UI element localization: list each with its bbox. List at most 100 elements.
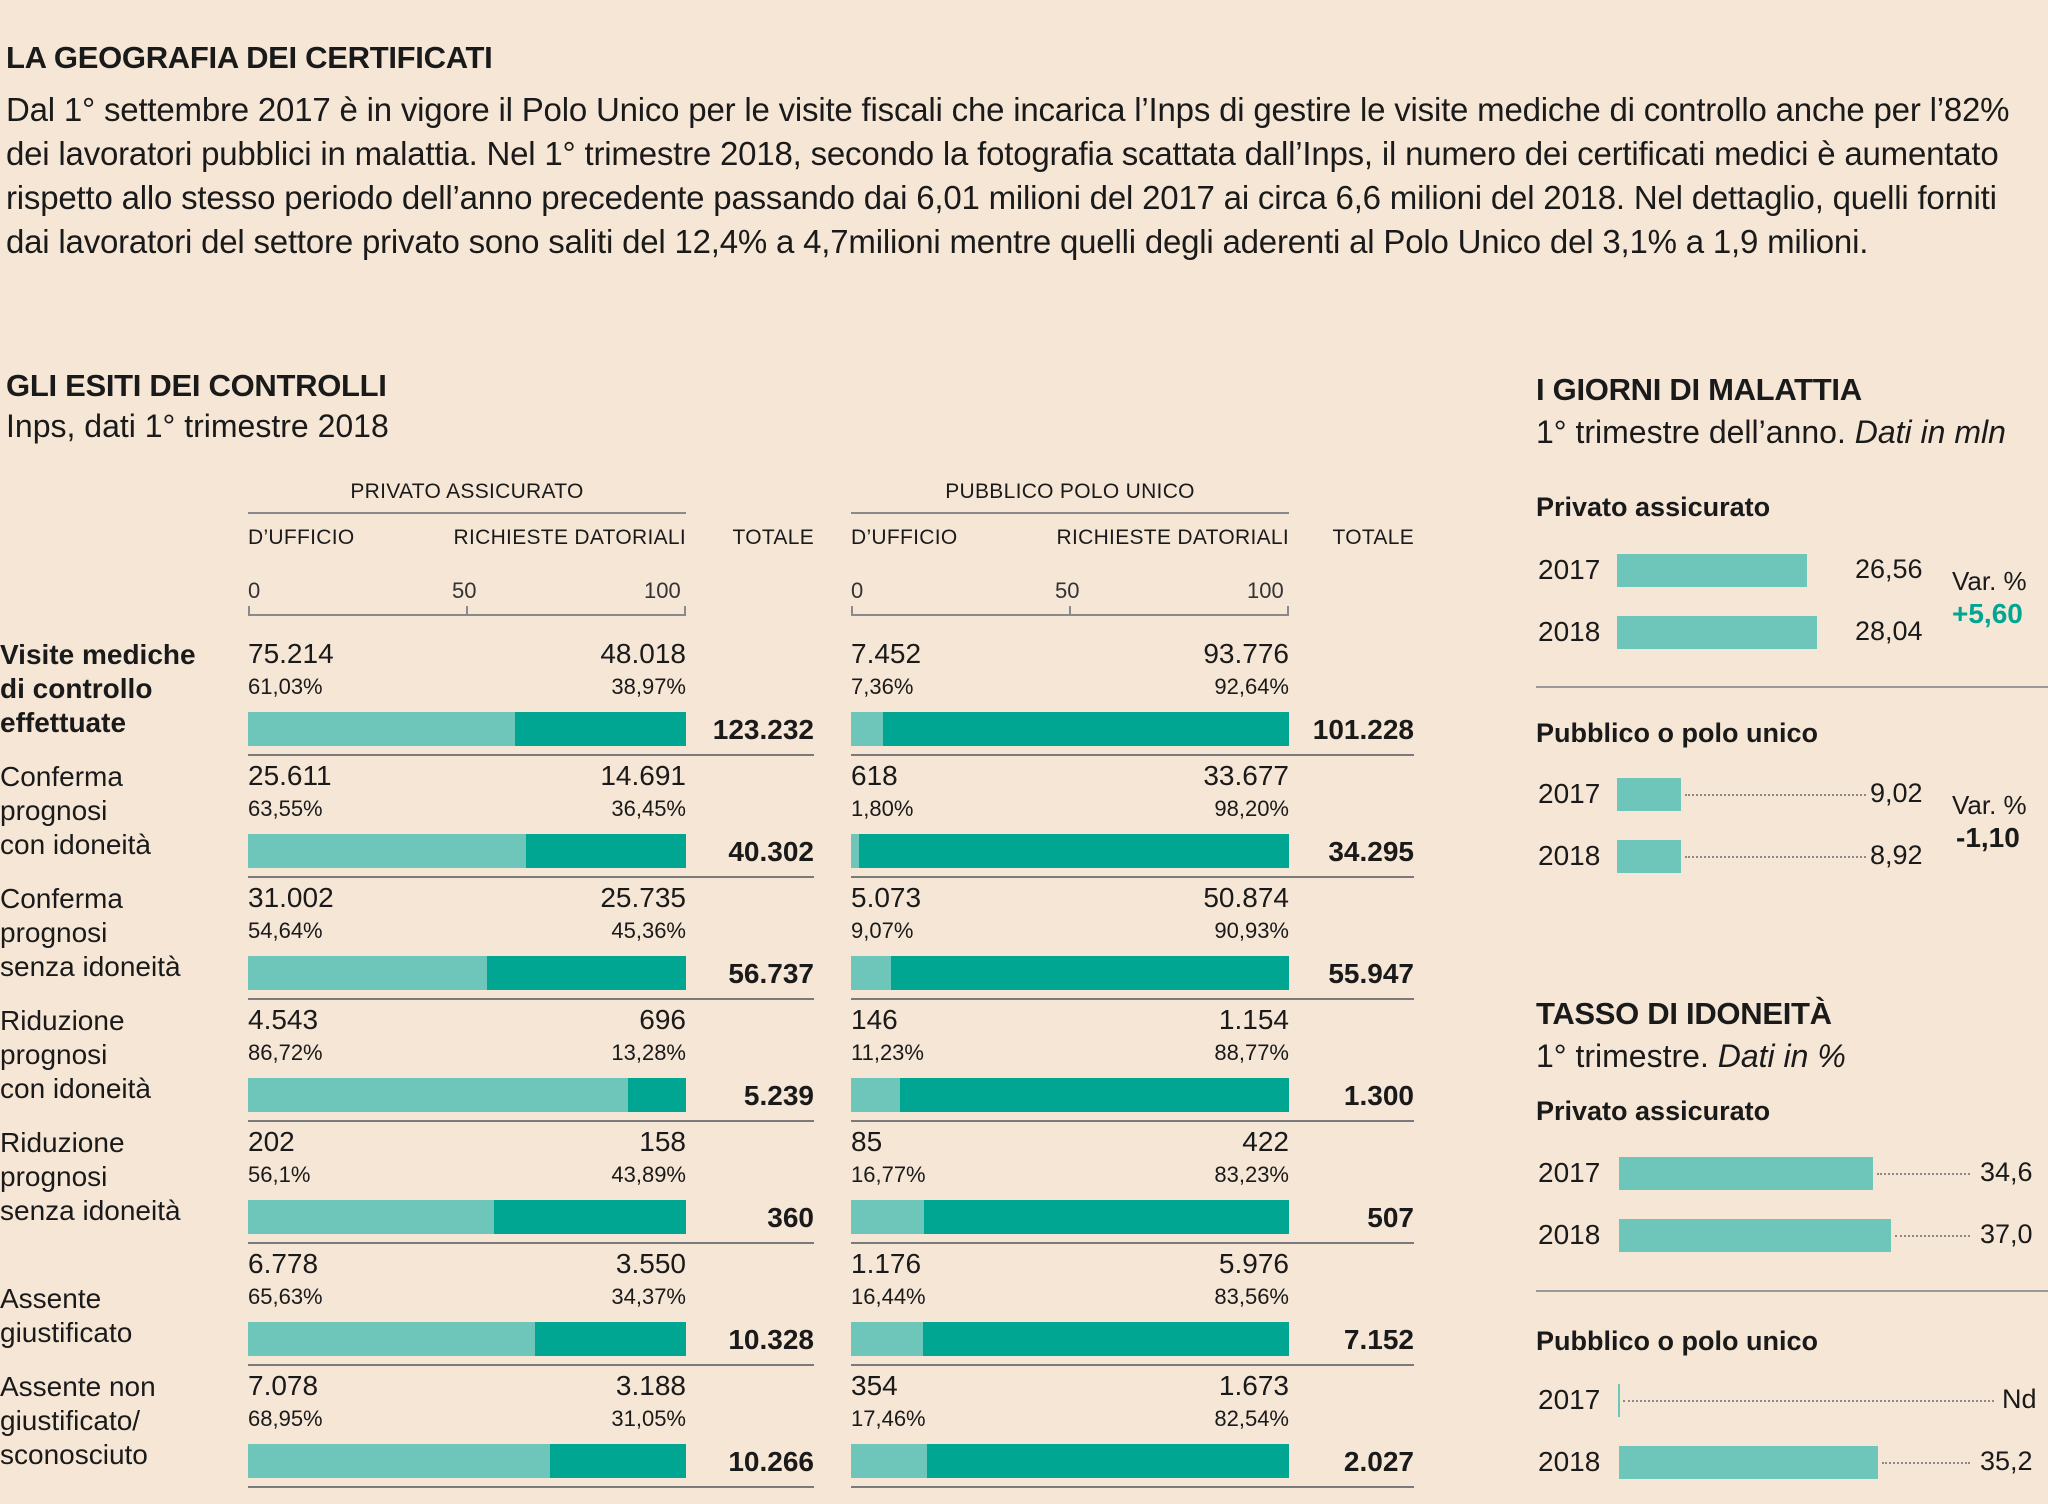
days-public-2017-leader — [1685, 794, 1866, 796]
public-office-pct: 1,80% — [851, 796, 914, 821]
private-tick-100: 100 — [644, 578, 681, 603]
days-private-var-label: Var. % — [1952, 566, 2027, 596]
private-office-bar — [248, 1322, 535, 1356]
public-header-rule — [851, 512, 1289, 514]
public-axis-tick-50 — [1069, 606, 1071, 616]
public-requests-pct: 98,20% — [1214, 796, 1289, 821]
private-office-bar — [248, 712, 515, 746]
idoneity-private-2018-bar — [1619, 1219, 1891, 1252]
private-requests-bar — [550, 1444, 686, 1478]
private-total-value: 56.737 — [728, 958, 814, 989]
days-public-label: Pubblico o polo unico — [1536, 718, 1818, 748]
public-requests-bar — [927, 1444, 1289, 1478]
private-total-value: 5.239 — [743, 1080, 814, 1111]
days-private-2018-value: 28,04 — [1855, 616, 1923, 646]
public-office-value: 146 — [851, 1004, 898, 1035]
private-requests-pct: 36,45% — [611, 796, 686, 821]
row-separator — [851, 1242, 1414, 1244]
private-header-rule — [248, 512, 686, 514]
idoneity-public-2017-value: Nd — [2002, 1384, 2037, 1414]
idoneity-public-2018-bar — [1619, 1446, 1878, 1479]
days-public-2018-value: 8,92 — [1870, 840, 1923, 870]
days-public-2017-value: 9,02 — [1870, 778, 1923, 808]
public-requests-pct: 83,23% — [1214, 1162, 1289, 1187]
public-office-bar — [851, 1322, 923, 1356]
public-requests-pct: 82,54% — [1214, 1406, 1289, 1431]
row-separator — [248, 1120, 814, 1122]
public-requests-bar — [900, 1078, 1289, 1112]
days-subtitle-unit: Dati in mln — [1854, 414, 2006, 450]
public-requests-pct: 90,93% — [1214, 918, 1289, 943]
row-label-line: giustificato/ — [0, 1405, 141, 1436]
days-private-2018-bar — [1617, 616, 1817, 649]
private-requests-bar — [628, 1078, 686, 1112]
row-separator — [851, 876, 1414, 878]
private-office-bar — [248, 1200, 494, 1234]
row-separator — [851, 1364, 1414, 1366]
public-total-value: 2.027 — [1343, 1446, 1414, 1477]
idoneity-private-2017-leader — [1877, 1173, 1970, 1175]
days-private-2017-bar — [1617, 554, 1807, 587]
public-tick-50: 50 — [1055, 578, 1080, 603]
private-requests-bar — [535, 1322, 686, 1356]
idoneity-public-2018-value: 35,2 — [1980, 1446, 2033, 1476]
public-requests-pct: 92,64% — [1214, 674, 1289, 699]
public-requests-bar — [923, 1322, 1289, 1356]
private-office-bar — [248, 956, 487, 990]
idoneity-public-2018-year: 2018 — [1538, 1446, 1601, 1477]
public-office-bar — [851, 1200, 924, 1234]
row-label-line: prognosi — [0, 1039, 108, 1070]
public-axis-tick-0 — [851, 606, 853, 616]
private-office-value: 7.078 — [248, 1370, 319, 1401]
public-requests-pct: 83,56% — [1214, 1284, 1289, 1309]
private-office-value: 6.778 — [248, 1248, 319, 1279]
public-requests-value: 5.976 — [1218, 1248, 1289, 1279]
idoneity-separator — [1536, 1290, 2048, 1292]
public-office-value: 354 — [851, 1370, 898, 1401]
private-tick-0: 0 — [248, 578, 261, 603]
days-public-var-label: Var. % — [1952, 790, 2027, 820]
private-requests-value: 14.691 — [600, 760, 686, 791]
idoneity-public-2017-year: 2017 — [1538, 1384, 1601, 1415]
row-label-line: Riduzione — [0, 1127, 125, 1158]
public-office-bar — [851, 712, 883, 746]
idoneity-private-2017-year: 2017 — [1538, 1157, 1601, 1188]
idoneity-subtitle: 1° trimestre. Dati in % — [1536, 1038, 1846, 1075]
private-requests-value: 158 — [639, 1126, 686, 1157]
idoneity-private-2018-value: 37,0 — [1980, 1219, 2033, 1249]
private-requests-pct: 45,36% — [611, 918, 686, 943]
public-requests-pct: 88,77% — [1214, 1040, 1289, 1065]
public-office-bar — [851, 1078, 900, 1112]
private-requests-bar — [526, 834, 686, 868]
private-tick-50: 50 — [452, 578, 477, 603]
private-office-bar — [248, 1444, 550, 1478]
private-requests-bar — [494, 1200, 686, 1234]
private-total-value: 123.232 — [712, 714, 814, 745]
public-total-value: 101.228 — [1312, 714, 1414, 745]
private-requests-pct: 38,97% — [611, 674, 686, 699]
days-private-2017-value: 26,56 — [1855, 554, 1923, 584]
private-axis-tick-50 — [466, 606, 468, 616]
intro-paragraph: Dal 1° settembre 2017 è in vigore il Pol… — [6, 91, 2010, 260]
idoneity-subtitle-unit: Dati in % — [1717, 1038, 1846, 1074]
days-title: I GIORNI DI MALATTIA — [1536, 372, 1862, 407]
private-total-value: 40.302 — [728, 836, 814, 867]
public-requests-value: 422 — [1242, 1126, 1289, 1157]
row-separator — [248, 1364, 814, 1366]
private-total-value: 360 — [767, 1202, 814, 1233]
private-office-pct: 63,55% — [248, 796, 323, 821]
days-private-label: Privato assicurato — [1536, 492, 1771, 522]
row-label-line: Conferma — [0, 761, 123, 792]
private-col-total: TOTALE — [732, 526, 814, 549]
row-label-line: giustificato — [0, 1317, 133, 1348]
public-requests-value: 93.776 — [1203, 638, 1289, 669]
days-separator — [1536, 686, 2048, 688]
row-label-line: Conferma — [0, 883, 123, 914]
public-col-office: D’UFFICIO — [851, 526, 958, 549]
row-label-line: senza idoneità — [0, 951, 181, 982]
public-office-value: 1.176 — [851, 1248, 922, 1279]
private-office-bar — [248, 1078, 628, 1112]
controls-title: GLI ESITI DEI CONTROLLI — [6, 368, 387, 403]
idoneity-private-2018-leader — [1895, 1235, 1970, 1237]
private-requests-value: 25.735 — [600, 882, 686, 913]
